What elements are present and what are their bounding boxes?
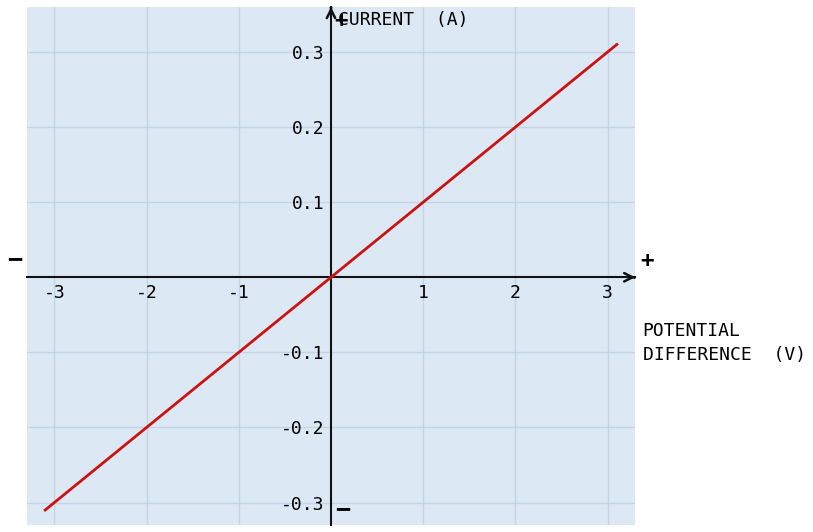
Text: +: +: [335, 11, 348, 31]
Text: −: −: [7, 247, 22, 271]
Text: −: −: [335, 497, 350, 521]
Text: +: +: [640, 251, 654, 271]
Text: CURRENT  (A): CURRENT (A): [338, 11, 469, 29]
Text: POTENTIAL
DIFFERENCE  (V): POTENTIAL DIFFERENCE (V): [642, 322, 806, 364]
